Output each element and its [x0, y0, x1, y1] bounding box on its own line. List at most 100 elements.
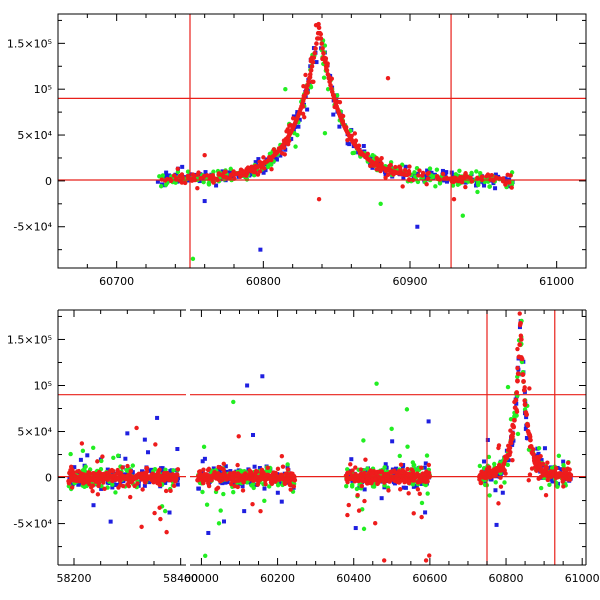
top-green-point — [487, 184, 492, 189]
bottom-blue-point — [483, 480, 488, 485]
top-red-point — [374, 155, 379, 161]
top-red-point — [303, 72, 308, 78]
top-red-point — [282, 152, 287, 157]
top-blue-point — [482, 183, 487, 188]
bottom-blue-point — [275, 490, 280, 495]
top-green-outlier — [460, 213, 465, 218]
bottom-green-point — [231, 399, 236, 405]
top-blue-point — [253, 160, 258, 165]
top-green-point — [267, 151, 273, 156]
bottom-green-point — [486, 454, 492, 460]
bottom-band-point — [528, 437, 533, 443]
bottom-blue-point — [160, 466, 165, 471]
top-red-point — [383, 175, 388, 180]
top-red-point — [494, 175, 499, 180]
top-blue-point — [305, 107, 310, 112]
bottom-blue-point — [539, 458, 544, 463]
top-red-point — [223, 169, 228, 174]
top-green-outlier — [475, 189, 480, 195]
bottom-red-point — [157, 505, 162, 510]
bottom-band-point — [512, 405, 518, 411]
bottom-blue-point — [140, 469, 145, 474]
top-peak-point — [326, 75, 332, 81]
bottom-blue-point — [482, 459, 487, 464]
bottom-red-point — [144, 465, 150, 471]
bottom-blue-point — [91, 503, 96, 508]
bottom-x-tick-label: 60000 — [184, 572, 219, 585]
top-green-point — [157, 174, 162, 179]
bottom-red-point — [517, 311, 522, 316]
bottom-band-point — [173, 476, 179, 482]
bottom-blue-point — [347, 473, 352, 478]
bottom-green-point — [201, 444, 207, 450]
bottom-x-tick-label: 60200 — [260, 572, 295, 585]
bottom-y-tick-label: 10⁵ — [34, 379, 52, 392]
bottom-red-point — [197, 469, 203, 474]
top-blue-point — [443, 171, 448, 176]
bottom-x-tick-label: 61000 — [565, 572, 600, 585]
bottom-green-point — [111, 455, 116, 460]
bottom-band-point — [509, 435, 515, 441]
bottom-blue-point — [262, 486, 267, 491]
bottom-blue-point — [392, 481, 397, 486]
top-red-outlier — [202, 153, 207, 158]
bottom-band-point — [531, 451, 536, 457]
top-blue-point — [403, 164, 408, 169]
bottom-y-tick-label: 0 — [45, 472, 52, 485]
bottom-red-point — [171, 483, 177, 488]
bottom-band-point — [87, 471, 93, 477]
top-green-point — [450, 183, 456, 188]
bottom-green-point — [345, 467, 350, 472]
bottom-blue-point — [278, 480, 283, 485]
bottom-blue-point — [99, 486, 104, 491]
top-red-outlier — [316, 197, 322, 202]
bottom-band-point — [81, 478, 87, 484]
top-green-point — [185, 169, 191, 174]
bottom-band-point — [68, 478, 73, 484]
bottom-band-point — [515, 378, 520, 384]
bottom-green-point — [502, 480, 507, 485]
top-blue-point — [449, 170, 454, 175]
bottom-red-point — [128, 468, 133, 474]
top-red-point — [463, 172, 468, 177]
top-green-point — [158, 184, 164, 189]
bottom-x-tick-label: 60600 — [412, 572, 447, 585]
bottom-red-point — [522, 398, 527, 403]
bottom-green-point — [267, 484, 272, 489]
top-red-point — [463, 184, 468, 190]
top-red-point — [345, 137, 350, 143]
bottom-red-point — [518, 333, 524, 338]
bottom-band-point — [271, 470, 277, 476]
top-peak-point — [319, 41, 325, 46]
top-red-point — [269, 167, 274, 172]
top-red-point — [352, 131, 358, 136]
bottom-red-point — [398, 487, 403, 492]
bottom-green-point — [238, 468, 244, 473]
top-red-outlier — [400, 184, 405, 189]
bottom-blue-point — [85, 453, 90, 458]
top-green-point — [453, 172, 459, 177]
bottom-red-point — [386, 488, 391, 493]
top-blue-point — [451, 172, 456, 177]
bottom-blue-point — [217, 468, 222, 473]
bottom-green-point — [404, 407, 410, 412]
top-blue-point — [367, 161, 372, 166]
bottom-green-point — [425, 491, 430, 496]
top-blue-point — [361, 143, 366, 148]
top-red-point — [198, 175, 203, 181]
top-peak-point — [307, 75, 312, 81]
top-red-point — [417, 168, 422, 173]
bottom-blue-point — [142, 437, 147, 442]
bottom-band-point — [379, 469, 385, 474]
bottom-blue-point — [240, 484, 245, 489]
bottom-red-point — [69, 485, 75, 490]
bottom-green-point — [361, 526, 367, 532]
bottom-red-point — [543, 493, 549, 498]
bottom-red-point — [236, 434, 241, 439]
top-green-point — [429, 173, 434, 178]
bottom-blue-point — [202, 456, 207, 461]
bottom-green-outlier — [374, 381, 379, 386]
bottom-blue-point — [548, 477, 553, 482]
bottom-green-point — [556, 453, 562, 458]
top-red-point — [459, 175, 465, 180]
